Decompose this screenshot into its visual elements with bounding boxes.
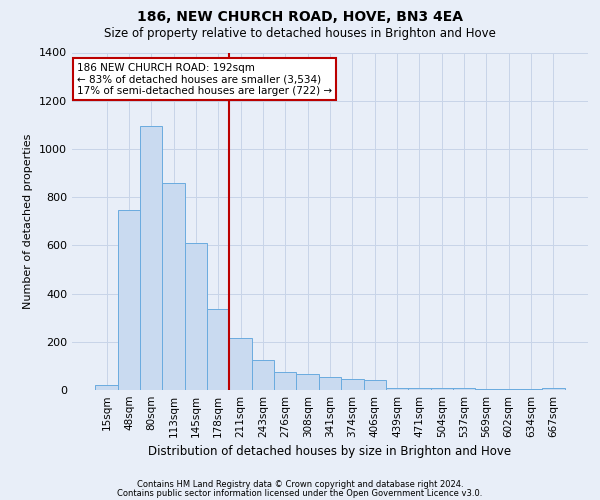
Bar <box>341 379 364 390</box>
Bar <box>386 388 408 390</box>
Bar <box>229 338 252 390</box>
Text: 186 NEW CHURCH ROAD: 192sqm
← 83% of detached houses are smaller (3,534)
17% of : 186 NEW CHURCH ROAD: 192sqm ← 83% of det… <box>77 62 332 96</box>
Bar <box>453 388 475 390</box>
Text: Contains public sector information licensed under the Open Government Licence v3: Contains public sector information licen… <box>118 490 482 498</box>
Bar <box>319 376 341 390</box>
Text: 186, NEW CHURCH ROAD, HOVE, BN3 4EA: 186, NEW CHURCH ROAD, HOVE, BN3 4EA <box>137 10 463 24</box>
Bar <box>364 380 386 390</box>
Bar <box>140 126 163 390</box>
Bar <box>431 388 453 390</box>
Bar <box>95 385 118 390</box>
Bar <box>296 374 319 390</box>
Bar <box>475 389 497 390</box>
Bar <box>118 210 140 390</box>
Bar <box>497 389 520 390</box>
X-axis label: Distribution of detached houses by size in Brighton and Hove: Distribution of detached houses by size … <box>148 446 512 458</box>
Bar <box>252 360 274 390</box>
Text: Size of property relative to detached houses in Brighton and Hove: Size of property relative to detached ho… <box>104 28 496 40</box>
Bar <box>542 388 565 390</box>
Bar <box>185 243 207 390</box>
Text: Contains HM Land Registry data © Crown copyright and database right 2024.: Contains HM Land Registry data © Crown c… <box>137 480 463 489</box>
Bar <box>207 309 229 390</box>
Bar <box>274 372 296 390</box>
Bar <box>163 182 185 390</box>
Y-axis label: Number of detached properties: Number of detached properties <box>23 134 34 309</box>
Bar <box>408 388 431 390</box>
Bar <box>520 389 542 390</box>
